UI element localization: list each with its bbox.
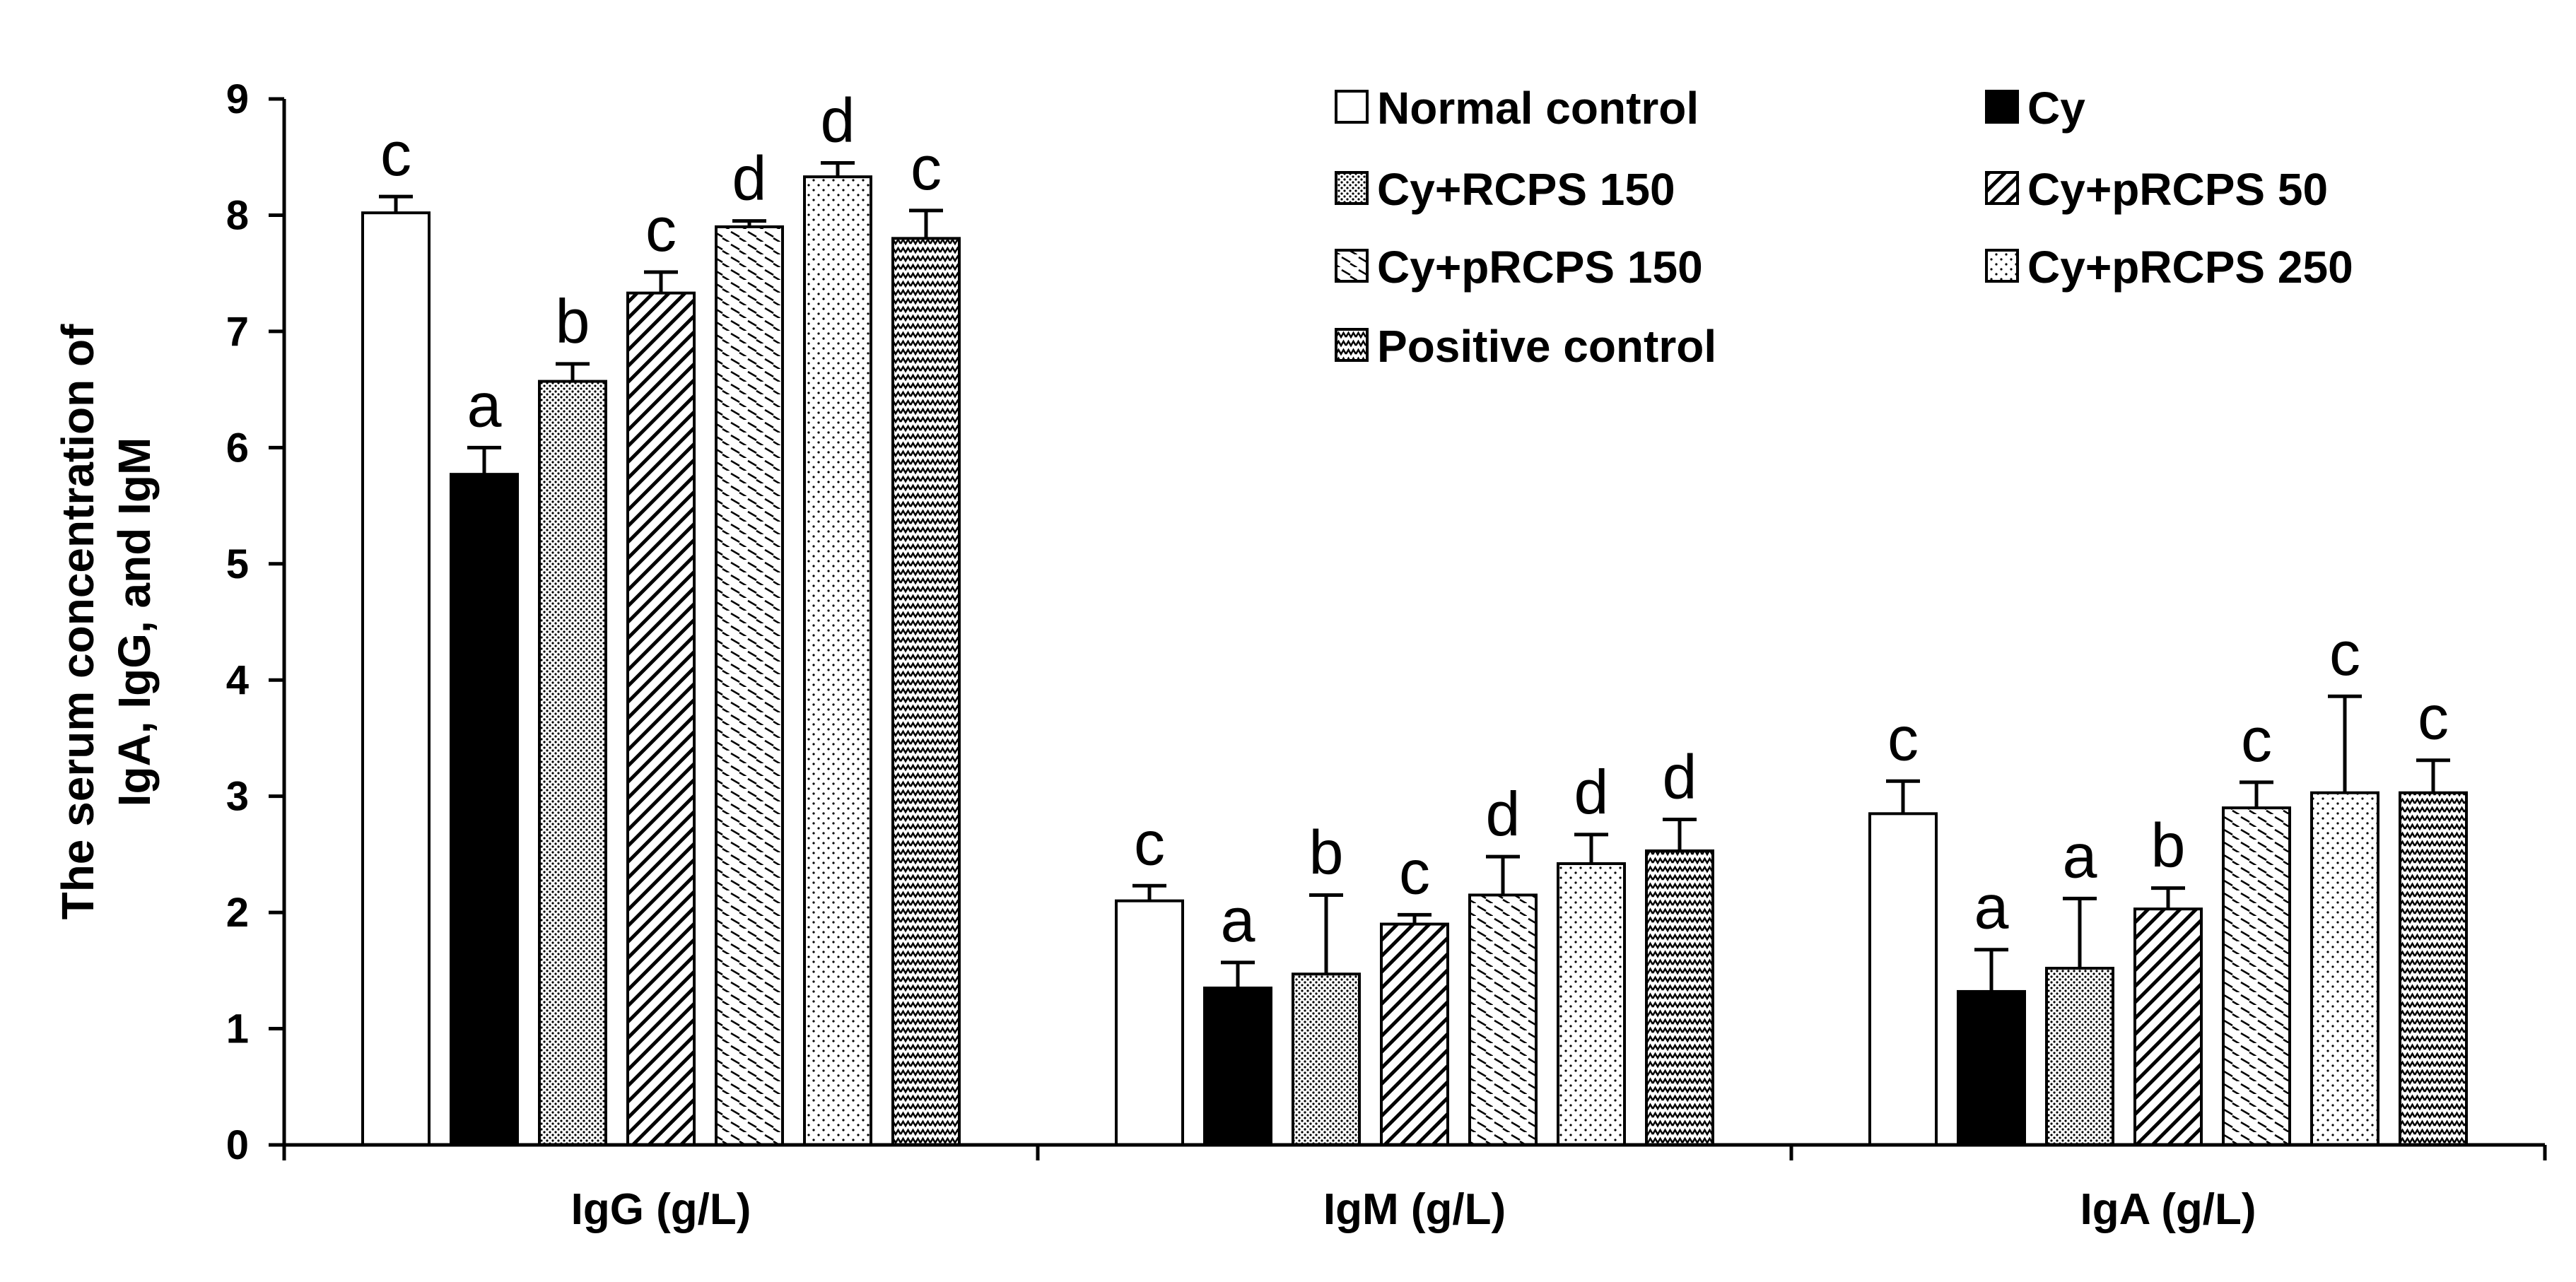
y-axis-label-line-1: The serum concentration of <box>52 324 103 919</box>
significance-label: c <box>1399 837 1430 907</box>
legend-swatch <box>1335 249 1369 283</box>
legend-item: Cy <box>1985 83 2085 134</box>
significance-label: c <box>2418 683 2449 753</box>
legend-label: Cy+RCPS 150 <box>1377 164 1675 215</box>
significance-label: c <box>380 119 411 189</box>
bar-cy-prcps-150-igg <box>715 225 784 1146</box>
bar-cy-igg <box>450 473 519 1146</box>
significance-label: a <box>1221 885 1255 955</box>
significance-label: a <box>467 370 502 440</box>
significance-label: b <box>1309 817 1344 887</box>
bar-normal-control-iga <box>1868 812 1938 1147</box>
legend-swatch <box>1985 90 2019 124</box>
y-tick-label: 8 <box>226 192 249 238</box>
legend-label: Cy+pRCPS 50 <box>2027 164 2328 215</box>
bar-cy-prcps-250-iga <box>2310 791 2379 1146</box>
significance-label: a <box>1974 872 2009 942</box>
bar-cy-rcps-150-iga <box>2045 967 2114 1146</box>
x-category-label: IgA (g/L) <box>2080 1185 2256 1234</box>
y-axis-label: The serum concentration of IgA, IgG, and… <box>52 324 160 919</box>
legend-swatch <box>1335 171 1369 205</box>
significance-label: b <box>2151 811 2186 881</box>
bar-normal-control-igg <box>361 211 431 1147</box>
bar-positive-control-igm <box>1645 849 1714 1146</box>
bar-cy-prcps-150-igm <box>1468 893 1538 1146</box>
legend-item: Normal control <box>1335 83 1699 134</box>
bar-positive-control-igg <box>891 237 961 1146</box>
bar-normal-control-igm <box>1115 899 1184 1146</box>
y-tick-label: 0 <box>226 1122 249 1168</box>
significance-label: c <box>645 194 677 264</box>
y-tick-label: 9 <box>226 76 249 122</box>
legend-item: Cy+pRCPS 250 <box>1985 242 2353 293</box>
legend-item: Cy+pRCPS 150 <box>1335 242 1703 293</box>
legend-label: Positive control <box>1377 321 1716 372</box>
bar-cy-igm <box>1203 987 1272 1146</box>
legend-swatch <box>1985 171 2019 205</box>
significance-label: d <box>821 85 855 155</box>
significance-label: c <box>1134 808 1165 878</box>
significance-label: b <box>556 286 590 356</box>
significance-label: a <box>2063 821 2097 890</box>
significance-label: d <box>1486 779 1521 849</box>
y-tick-label: 6 <box>226 425 249 471</box>
legend-item: Positive control <box>1335 321 1716 372</box>
bar-cy-prcps-150-iga <box>2222 806 2291 1146</box>
significance-label: d <box>732 143 767 213</box>
bar-cy-prcps-250-igm <box>1557 862 1626 1146</box>
legend-swatch <box>1985 249 2019 283</box>
bar-cy-prcps-50-igg <box>626 291 696 1147</box>
significance-label: d <box>1663 742 1697 812</box>
y-tick-label: 7 <box>226 309 249 355</box>
y-tick-label: 4 <box>226 657 249 703</box>
y-tick-label: 2 <box>226 890 249 936</box>
legend-swatch <box>1335 328 1369 362</box>
y-tick-label: 1 <box>226 1006 249 1052</box>
x-category-label: IgM (g/L) <box>1323 1185 1506 1234</box>
legend-label: Cy <box>2027 83 2085 134</box>
significance-label: c <box>2329 618 2360 688</box>
bar-cy-prcps-50-igm <box>1380 922 1449 1146</box>
legend-label: Cy+pRCPS 250 <box>2027 242 2353 293</box>
bar-cy-prcps-250-igg <box>803 175 872 1147</box>
bar-cy-rcps-150-igm <box>1292 972 1361 1147</box>
bar-positive-control-iga <box>2399 791 2468 1146</box>
y-axis-label-line-2: IgA, IgG, and IgM <box>109 437 160 807</box>
legend-item: Cy+pRCPS 50 <box>1985 164 2328 215</box>
significance-label: c <box>1887 703 1919 773</box>
legend-label: Normal control <box>1377 83 1699 134</box>
significance-label: d <box>1574 757 1609 827</box>
bar-cy-iga <box>1957 989 2026 1147</box>
significance-label: c <box>911 133 942 203</box>
x-category-label: IgG (g/L) <box>571 1185 751 1234</box>
legend-swatch <box>1335 90 1369 124</box>
legend-label: Cy+pRCPS 150 <box>1377 242 1703 293</box>
y-tick-label: 5 <box>226 541 249 587</box>
legend: Normal control Cy Cy+RCPS 150 Cy+pRCPS 50 Cy… <box>1335 83 2353 372</box>
significance-label: c <box>2241 705 2272 775</box>
legend-item: Cy+RCPS 150 <box>1335 164 1675 215</box>
bar-cy-rcps-150-igg <box>538 380 607 1146</box>
y-tick-label: 3 <box>226 774 249 820</box>
bar-cy-prcps-50-iga <box>2133 907 2203 1146</box>
